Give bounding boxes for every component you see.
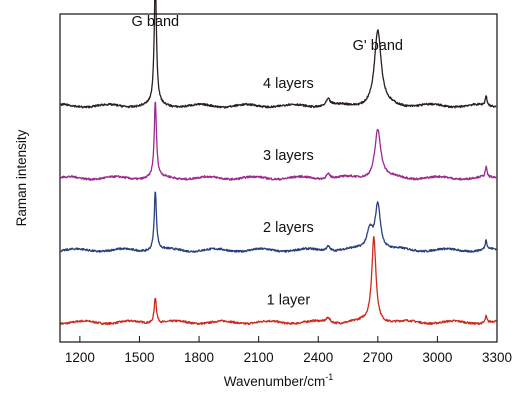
series-label-s4: 4 layers bbox=[263, 76, 314, 92]
plot-frame bbox=[59, 13, 498, 343]
x-tick-label: 3300 bbox=[482, 350, 512, 365]
x-axis-ticks: 1200 1500 1800 2100 2400 2700 3000 3300 bbox=[65, 336, 512, 365]
x-axis-label-exponent: -1 bbox=[325, 372, 333, 382]
x-axis-label: Wavenumber/cm-1 bbox=[224, 372, 334, 389]
x-tick-label: 1800 bbox=[184, 350, 214, 365]
annotation-layer: G band G' band bbox=[132, 14, 403, 54]
spectrum-line-s2 bbox=[60, 191, 497, 253]
x-tick-label: 1200 bbox=[65, 350, 95, 365]
series-label-s2: 2 layers bbox=[263, 220, 314, 236]
x-tick-label: 2100 bbox=[244, 350, 274, 365]
x-axis-label-main: Wavenumber/cm bbox=[224, 374, 326, 389]
y-axis-label: Raman intensity bbox=[14, 129, 29, 226]
x-tick-label: 2700 bbox=[363, 350, 393, 365]
x-tick-label: 2400 bbox=[303, 350, 333, 365]
spectrum-line-s3 bbox=[60, 101, 497, 181]
series-layer: 1 layer 2 layers 3 layers 4 layers bbox=[60, 0, 497, 326]
x-tick-label: 1500 bbox=[124, 350, 154, 365]
x-tick-label: 3000 bbox=[422, 350, 452, 365]
peak-label-g: G band bbox=[132, 14, 180, 30]
spectrum-line-s1 bbox=[60, 236, 497, 326]
series-label-s3: 3 layers bbox=[263, 148, 314, 164]
series-label-s1: 1 layer bbox=[267, 292, 311, 308]
spectrum-line-s4 bbox=[60, 0, 497, 109]
peak-label-gp: G' band bbox=[353, 38, 403, 54]
